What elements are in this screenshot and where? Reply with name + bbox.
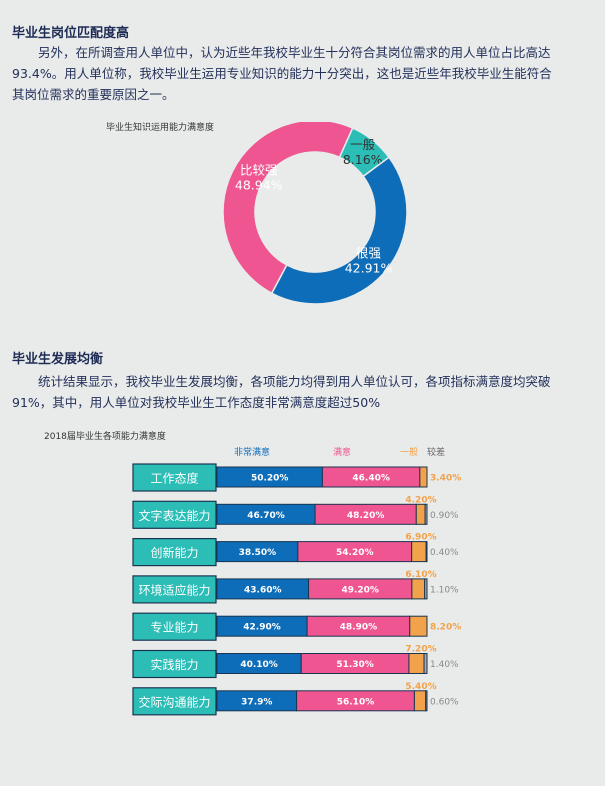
bar-seg-2-3	[425, 541, 428, 563]
category-box-6	[132, 687, 217, 716]
bar-seg-5-3	[423, 653, 428, 674]
donut-value-0: 48.94%	[235, 178, 283, 193]
bar-value-5-2: 7.20%	[405, 645, 436, 655]
bar-seg-0-2	[419, 466, 428, 488]
bar-seg-6-2	[413, 690, 427, 712]
bar-value-4-1: 48.90%	[340, 623, 378, 633]
bar-value-2-3: 0.40%	[430, 548, 459, 558]
bar-row-6: 交际沟通能力 37.9% 56.10% 5.40% 0.60%	[132, 682, 459, 716]
category-label-0: 工作态度	[150, 471, 198, 486]
bar-value-3-3: 1.10%	[430, 585, 459, 595]
bar-row-5: 实践能力 40.10% 51.30% 7.20% 1.40%	[132, 645, 459, 679]
donut-value-1: 8.16%	[343, 152, 383, 167]
category-box-2	[132, 537, 217, 567]
bar-value-1-3: 0.90%	[430, 511, 459, 521]
bar-row-4: 专业能力 42.90% 48.90% 8.20%	[132, 612, 461, 641]
bar-seg-3-3	[424, 578, 428, 600]
legend-0: 非常满意	[234, 446, 270, 458]
bar-value-4-2: 8.20%	[430, 623, 461, 633]
bar-seg-4-2	[409, 615, 428, 637]
bar-value-3-1: 49.20%	[341, 585, 379, 595]
section-2-line-2: 91%，其中，用人单位对我校毕业生工作态度非常满意度超过50%	[12, 395, 381, 410]
bar-value-0-2: 3.40%	[430, 474, 461, 484]
bar-value-5-3: 1.40%	[430, 660, 459, 670]
category-label-1: 文字表达能力	[138, 508, 210, 523]
donut-label-1: 一般	[350, 137, 376, 152]
bar-value-1-1: 48.20%	[347, 511, 385, 521]
bar-seg-3-2	[411, 578, 426, 600]
donut-chart-title: 毕业生知识运用能力满意度	[106, 123, 215, 133]
section-1-paragraph: 另外，在所调查用人单位中，认为近些年我校毕业生十分符合其岗位需求的用人单位占比高…	[12, 42, 592, 105]
legend-3: 较差	[427, 446, 445, 458]
bar-seg-5-2	[408, 653, 425, 674]
category-label-2: 创新能力	[150, 545, 198, 560]
bar-value-5-1: 51.30%	[336, 660, 374, 670]
section-1-line-3: 其岗位需求的重要原因之一。	[12, 87, 175, 102]
bar-value-3-2: 6.10%	[405, 570, 436, 580]
section-1-line-1: 另外，在所调查用人单位中，认为近些年我校毕业生十分符合其岗位需求的用人单位占比高…	[38, 45, 551, 60]
bar-value-4-0: 42.90%	[243, 623, 281, 633]
bar-value-0-1: 46.40%	[352, 474, 390, 484]
category-label-4: 专业能力	[150, 620, 198, 635]
bar-value-6-1: 56.10%	[337, 697, 375, 707]
bar-row-0: 工作态度 50.20% 46.40% 3.40%	[132, 463, 461, 492]
donut-slice-0	[222, 122, 354, 295]
bar-value-0-0: 50.20%	[251, 474, 289, 484]
section-1-line-2: 93.4%。用人单位称，我校毕业生运用专业知识的能力十分突出，这也是近些年我校毕…	[12, 66, 552, 81]
category-label-5: 实践能力	[150, 657, 198, 672]
bar-seg-1-3	[424, 503, 428, 525]
bar-value-1-2: 4.20%	[405, 495, 436, 505]
category-box-1	[132, 500, 217, 529]
category-box-3	[132, 575, 217, 604]
category-box-0	[132, 463, 217, 492]
bar-value-2-2: 6.90%	[405, 533, 436, 543]
bar-value-1-0: 46.70%	[247, 511, 285, 521]
donut-slice-2	[270, 156, 408, 305]
bar-value-6-2: 5.40%	[405, 682, 436, 692]
legend-2: 一般	[400, 446, 418, 458]
bar-row-1: 文字表达能力 46.70% 48.20% 4.20% 0.90%	[132, 495, 459, 529]
bar-value-2-1: 54.20%	[336, 548, 374, 558]
section-2-paragraph: 统计结果显示，我校毕业生发展均衡，各项能力均得到用人单位认可，各项指标满意度均突…	[12, 371, 592, 413]
bar-seg-6-3	[425, 690, 428, 712]
section-2-title: 毕业生发展均衡	[12, 352, 104, 367]
category-box-4	[132, 612, 217, 641]
bar-row-3: 环境适应能力 43.60% 49.20% 6.10% 1.10%	[132, 570, 459, 604]
bar-value-6-0: 37.9%	[241, 697, 272, 707]
donut-label-0: 比较强	[240, 163, 278, 178]
bar-row-2: 创新能力 38.50% 54.20% 6.90% 0.40%	[132, 533, 459, 567]
bar-seg-1-2	[415, 503, 426, 525]
bar-value-3-0: 43.60%	[244, 585, 282, 595]
bar-chart-title: 2018届毕业生各项能力满意度	[44, 432, 166, 442]
donut-value-2: 42.91%	[345, 261, 393, 276]
donut-label-2: 很强	[356, 246, 382, 261]
legend-1: 满意	[333, 446, 351, 458]
section-1-title: 毕业生岗位匹配度高	[12, 26, 130, 41]
bar-value-2-0: 38.50%	[239, 548, 277, 558]
category-label-6: 交际沟通能力	[138, 694, 210, 709]
section-2-line-1: 统计结果显示，我校毕业生发展均衡，各项能力均得到用人单位认可，各项指标满意度均突…	[38, 374, 551, 389]
bar-seg-2-2	[411, 541, 427, 563]
category-label-3: 环境适应能力	[138, 582, 210, 597]
bar-value-5-0: 40.10%	[240, 660, 278, 670]
category-box-5	[132, 649, 217, 679]
bar-value-6-3: 0.60%	[430, 697, 459, 707]
